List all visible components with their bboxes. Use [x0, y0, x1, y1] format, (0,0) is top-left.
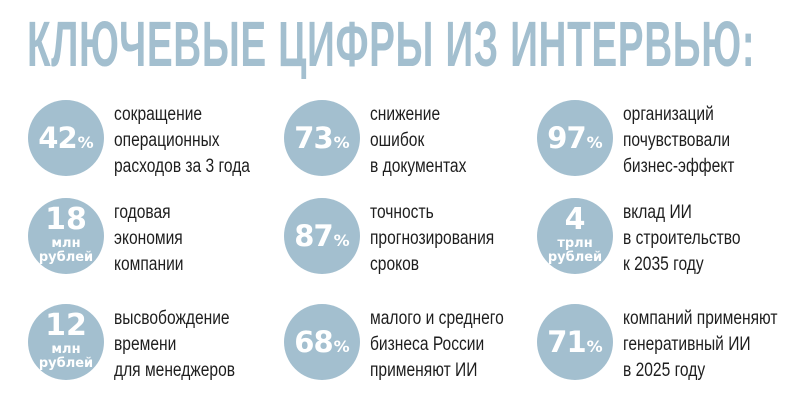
stat-description: компаний применяют генеративный ИИ в 202…: [623, 308, 778, 381]
stat-card-business-effect: 97% организаций почувствовали бизнес-эфф…: [537, 100, 797, 180]
stat-description: сокращение операционных расходов за 3 го…: [114, 104, 250, 177]
stat-badge: 68%: [284, 304, 360, 380]
stat-description: высвобождение времени для менеджеров: [114, 308, 236, 381]
stat-unit-currency: рублей: [547, 250, 603, 265]
stat-unit-scale: трлн: [557, 236, 593, 251]
stat-value: 87: [294, 219, 333, 253]
stat-description: точность прогнозирования сроков: [370, 202, 495, 275]
stat-card-annual-savings: 18 млн рублей годовая экономия компании: [28, 198, 288, 278]
stat-badge: 18 млн рублей: [28, 198, 104, 274]
stat-card-document-errors: 73% снижение ошибок в документах: [284, 100, 544, 180]
stat-description: снижение ошибок в документах: [370, 104, 467, 177]
stat-unit: %: [586, 337, 603, 356]
stat-badge: 71%: [537, 304, 613, 380]
stat-value: 97: [547, 121, 586, 155]
stat-card-manager-time: 12 млн рублей высвобождение времени для …: [28, 304, 288, 384]
page-title: КЛЮЧЕВЫЕ ЦИФРЫ ИЗ ИНТЕРВЬЮ:: [27, 8, 756, 80]
stat-unit-scale: млн: [51, 342, 81, 357]
stat-unit: %: [333, 133, 350, 152]
stat-badge: 4 трлн рублей: [537, 198, 613, 274]
stat-unit: %: [77, 133, 94, 152]
stat-badge: 87%: [284, 198, 360, 274]
stat-unit: %: [586, 133, 603, 152]
stat-unit: %: [333, 337, 350, 356]
stat-description: малого и среднего бизнеса России применя…: [370, 308, 504, 381]
stat-value: 71: [547, 325, 586, 359]
stat-unit-currency: рублей: [38, 250, 94, 265]
stat-description: организаций почувствовали бизнес-эффект: [623, 104, 735, 177]
stat-description: годовая экономия компании: [114, 202, 184, 275]
stat-value: 73: [294, 121, 333, 155]
stat-value: 68: [294, 325, 333, 359]
stat-value: 18: [45, 202, 87, 237]
stat-value: 12: [45, 308, 87, 343]
stat-card-forecast-accuracy: 87% точность прогнозирования сроков: [284, 198, 544, 278]
stat-card-operating-costs: 42% сокращение операционных расходов за …: [28, 100, 288, 180]
stat-value: 4: [564, 202, 586, 237]
stat-description: вклад ИИ в строительство к 2035 году: [623, 202, 741, 275]
stat-unit-currency: рублей: [38, 356, 94, 371]
stat-badge: 73%: [284, 100, 360, 176]
stat-badge: 42%: [28, 100, 104, 176]
stat-card-sme-ai-adoption: 68% малого и среднего бизнеса России при…: [284, 304, 544, 384]
stat-unit: %: [333, 231, 350, 250]
stat-card-generative-ai: 71% компаний применяют генеративный ИИ в…: [537, 304, 797, 384]
stat-badge: 12 млн рублей: [28, 304, 104, 380]
stat-unit-scale: млн: [51, 236, 81, 251]
stat-card-construction-contribution: 4 трлн рублей вклад ИИ в строительство к…: [537, 198, 797, 278]
stat-value: 42: [38, 121, 77, 155]
stat-badge: 97%: [537, 100, 613, 176]
